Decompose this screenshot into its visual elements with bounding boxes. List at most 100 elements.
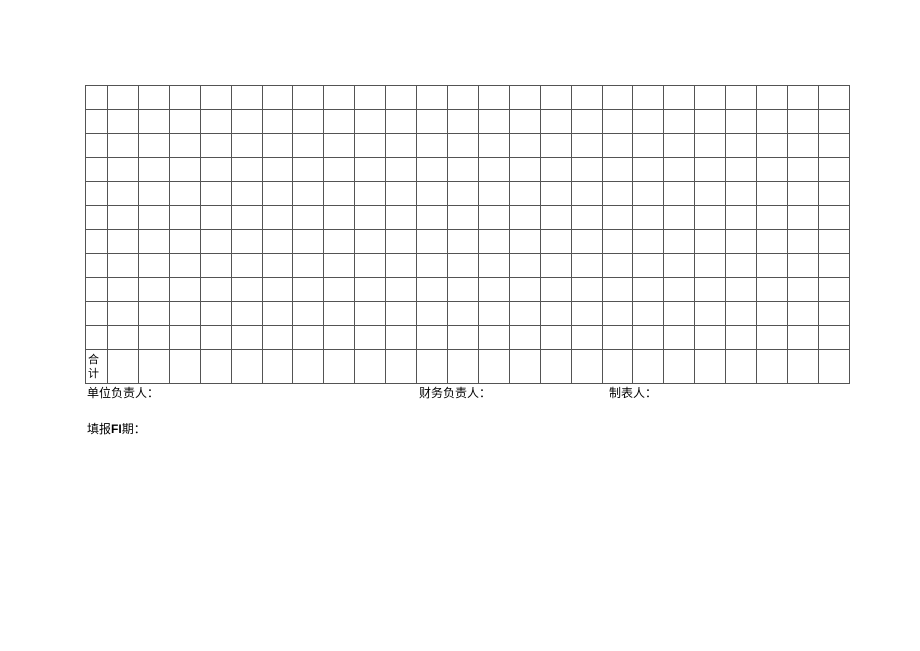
table-cell [200, 134, 231, 158]
table-cell [386, 182, 417, 206]
table-cell [478, 206, 509, 230]
table-cell [262, 230, 293, 254]
table-cell [787, 86, 818, 110]
table-cell [169, 158, 200, 182]
table-cell [262, 182, 293, 206]
table-cell [695, 86, 726, 110]
table-cell [664, 350, 695, 384]
table-cell [818, 158, 849, 182]
table-cell [726, 86, 757, 110]
table-cell [447, 326, 478, 350]
table-cell [757, 206, 788, 230]
table-cell [108, 230, 139, 254]
table-cell [417, 134, 448, 158]
table-row [86, 278, 850, 302]
table-cell [571, 86, 602, 110]
table-cell [757, 350, 788, 384]
table-cell [478, 326, 509, 350]
table-cell [509, 182, 540, 206]
table-cell [633, 110, 664, 134]
table-cell [509, 230, 540, 254]
table-cell [787, 182, 818, 206]
table-cell [417, 206, 448, 230]
table-cell [818, 254, 849, 278]
table-cell [787, 302, 818, 326]
table-cell [324, 230, 355, 254]
table-cell [478, 182, 509, 206]
table-cell [818, 134, 849, 158]
table-cell [293, 158, 324, 182]
table-cell [726, 110, 757, 134]
table-cell [726, 230, 757, 254]
table-cell [86, 86, 108, 110]
table-cell [108, 278, 139, 302]
table-cell [664, 230, 695, 254]
table-cell [386, 206, 417, 230]
table-cell [540, 134, 571, 158]
table-cell [231, 134, 262, 158]
table-cell [664, 302, 695, 326]
table-cell [602, 326, 633, 350]
table-cell [417, 182, 448, 206]
table-cell [726, 182, 757, 206]
table-cell [355, 206, 386, 230]
table-cell [293, 230, 324, 254]
table-cell [726, 326, 757, 350]
fill-date-prefix: 填报 [87, 422, 111, 436]
table-cell [108, 158, 139, 182]
table-cell [540, 86, 571, 110]
table-cell [447, 158, 478, 182]
table-cell [571, 326, 602, 350]
table-cell [571, 350, 602, 384]
table-cell [478, 110, 509, 134]
table-cell [509, 254, 540, 278]
table-cell [231, 278, 262, 302]
table-cell [540, 206, 571, 230]
table-cell [231, 302, 262, 326]
table-cell [293, 110, 324, 134]
table-cell [478, 230, 509, 254]
table-cell [757, 182, 788, 206]
table-cell [169, 206, 200, 230]
table-cell [818, 86, 849, 110]
table-row [86, 326, 850, 350]
table-cell [695, 206, 726, 230]
table-cell [86, 326, 108, 350]
table-cell [540, 302, 571, 326]
table-cell [108, 350, 139, 384]
table-cell [818, 278, 849, 302]
table-cell [262, 206, 293, 230]
table-cell [138, 182, 169, 206]
table-row [86, 230, 850, 254]
table-cell [571, 278, 602, 302]
table-cell [540, 158, 571, 182]
table-cell [447, 86, 478, 110]
table-cell [86, 206, 108, 230]
table-cell [447, 206, 478, 230]
preparer-label: 制表人： [609, 384, 657, 401]
table-cell [108, 110, 139, 134]
table-cell [695, 302, 726, 326]
table-cell [417, 278, 448, 302]
table-cell [571, 110, 602, 134]
table-cell [86, 302, 108, 326]
table-cell [695, 110, 726, 134]
table-cell [386, 350, 417, 384]
table-cell [293, 278, 324, 302]
table-cell [262, 134, 293, 158]
table-cell [293, 254, 324, 278]
table-cell [695, 350, 726, 384]
table-cell [787, 350, 818, 384]
table-cell [787, 254, 818, 278]
table-cell [447, 134, 478, 158]
table-cell [262, 86, 293, 110]
table-cell [293, 302, 324, 326]
table-cell [231, 110, 262, 134]
table-cell [726, 134, 757, 158]
table-cell [602, 206, 633, 230]
table-cell [417, 230, 448, 254]
table-cell [138, 134, 169, 158]
table-cell [571, 182, 602, 206]
table-cell [447, 302, 478, 326]
table-cell [633, 278, 664, 302]
